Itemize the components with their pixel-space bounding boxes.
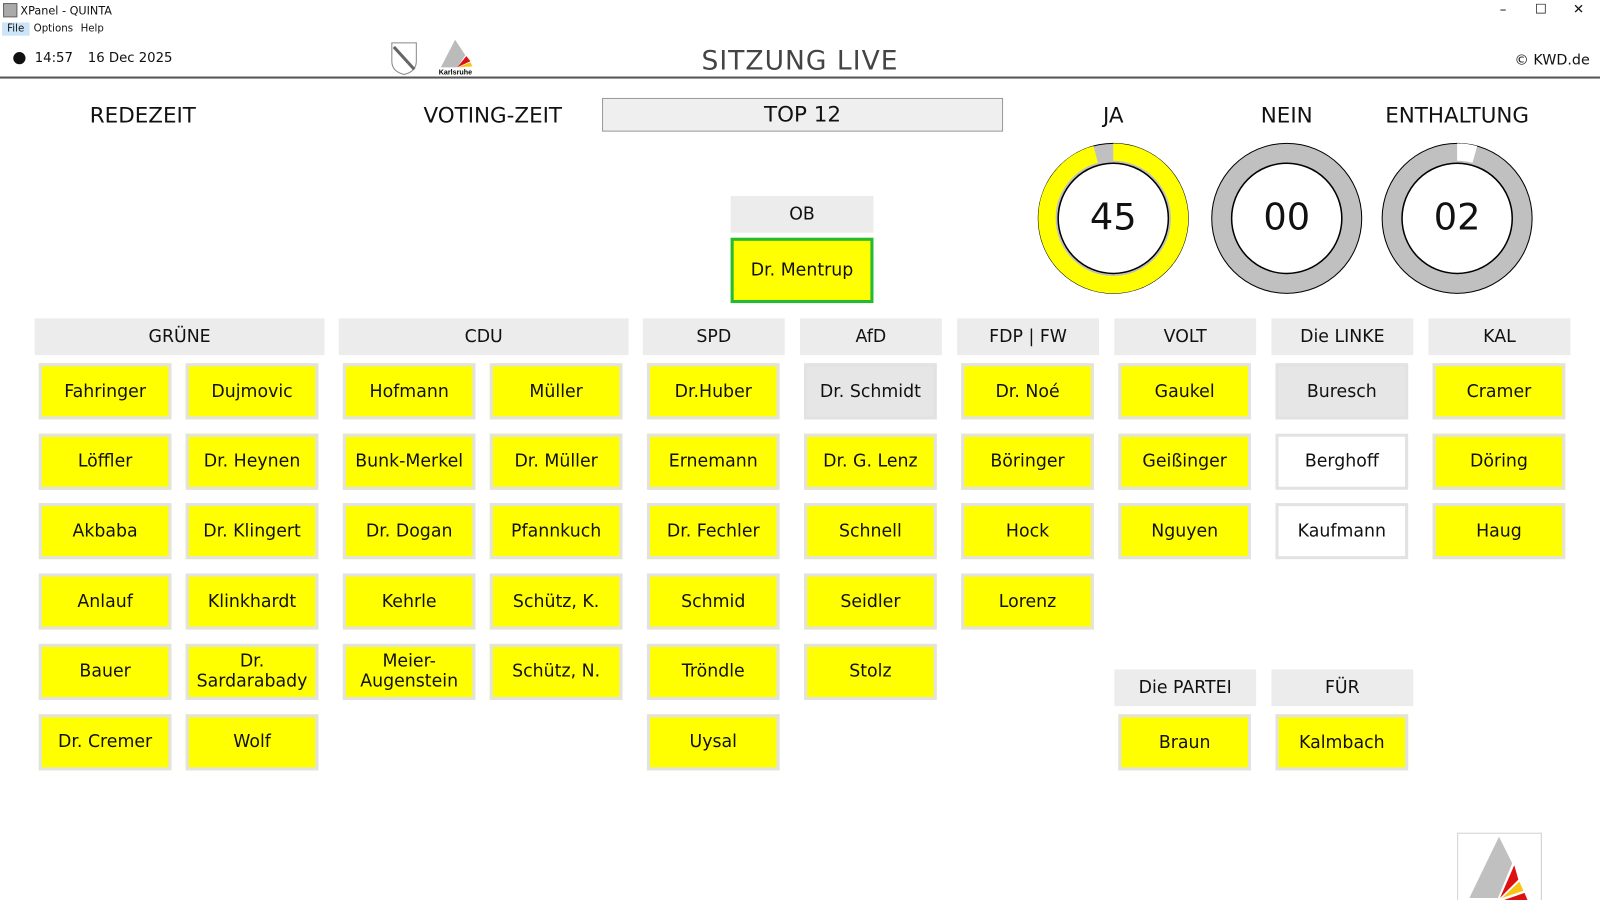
vote-count: 02: [1433, 196, 1481, 239]
header: 14:57 16 Dec 2025 Karlsruhe SITZUNG LIVE…: [0, 38, 1600, 79]
vote-count: 45: [1089, 196, 1137, 239]
member-seat[interactable]: Dr. Cremer: [38, 713, 172, 770]
group-header: FDP | FW: [957, 318, 1099, 356]
maximize-button[interactable]: ☐: [1534, 2, 1547, 18]
agenda-item: TOP 12: [602, 97, 1004, 132]
member-seat[interactable]: Bunk-Merkel: [342, 433, 476, 490]
member-seat[interactable]: Dr. Noé: [961, 363, 1094, 420]
member-seat[interactable]: Fahringer: [38, 363, 172, 420]
member-seat[interactable]: Cramer: [1432, 363, 1566, 420]
member-seat[interactable]: Dr. Dogan: [342, 503, 476, 560]
karlsruhe-logo: Karlsruhe: [439, 39, 473, 76]
group-header: VOLT: [1114, 318, 1257, 356]
member-seat[interactable]: Schütz, K.: [489, 573, 623, 630]
copyright: © KWD.de: [1514, 52, 1590, 69]
member-seat[interactable]: Dr. Klingert: [185, 503, 319, 560]
menu-file[interactable]: File: [2, 22, 30, 36]
member-seat[interactable]: Anlauf: [38, 573, 172, 630]
member-seat[interactable]: Schmid: [646, 573, 780, 630]
minimize-button[interactable]: –: [1499, 2, 1507, 18]
member-seat[interactable]: Pfannkuch: [489, 503, 623, 560]
vote-label-2: ENTHALTUNG: [1385, 103, 1530, 128]
vote-label-1: NEIN: [1260, 103, 1313, 128]
member-seat[interactable]: Kehrle: [342, 573, 476, 630]
member-seat[interactable]: Dr. Fechler: [646, 503, 780, 560]
city-crest-logo: [391, 42, 417, 76]
member-seat[interactable]: Dr. G. Lenz: [804, 433, 937, 490]
close-button[interactable]: ✕: [1572, 2, 1585, 18]
group-header: Die PARTEI: [1114, 669, 1257, 707]
member-seat[interactable]: Akbaba: [38, 503, 172, 560]
member-seat[interactable]: Kaufmann: [1275, 503, 1409, 560]
member-seat[interactable]: Geißinger: [1118, 433, 1252, 490]
member-seat[interactable]: Löffler: [38, 433, 172, 490]
page-title: SITZUNG LIVE: [701, 45, 899, 77]
vote-ring: 45: [1037, 142, 1190, 295]
member-seat[interactable]: Schütz, N.: [489, 643, 623, 700]
member-seat[interactable]: Dr. Schmidt: [804, 363, 937, 420]
member-seat[interactable]: Klinkhardt: [185, 573, 319, 630]
member-seat[interactable]: Tröndle: [646, 643, 780, 700]
member-seat[interactable]: Dr. Heynen: [185, 433, 319, 490]
svg-text:Karlsruhe: Karlsruhe: [439, 68, 472, 75]
menu-bar: File Options Help: [0, 20, 1600, 37]
menu-help[interactable]: Help: [80, 23, 104, 35]
voting-time-label: VOTING-ZEIT: [423, 103, 563, 128]
window-title: XPanel - QUINTA: [20, 4, 112, 18]
member-seat[interactable]: Gaukel: [1118, 363, 1252, 420]
member-seat[interactable]: Dr. Müller: [489, 433, 623, 490]
member-seat[interactable]: Kalmbach: [1275, 714, 1409, 771]
member-seat[interactable]: Wolf: [185, 713, 319, 770]
group-header: GRÜNE: [34, 318, 325, 356]
member-seat[interactable]: Bauer: [38, 643, 172, 700]
clock-icon: [13, 52, 26, 65]
group-header: CDU: [338, 318, 629, 356]
member-seat[interactable]: Dr.Huber: [646, 363, 780, 420]
member-seat[interactable]: Buresch: [1275, 363, 1409, 420]
group-header: Die LINKE: [1271, 318, 1414, 356]
member-seat[interactable]: Haug: [1432, 503, 1566, 560]
member-seat[interactable]: Schnell: [804, 503, 937, 560]
member-seat[interactable]: Braun: [1118, 714, 1252, 771]
member-seat[interactable]: Hock: [961, 503, 1094, 560]
time: 14:57: [34, 51, 73, 67]
vote-ring: 00: [1210, 142, 1363, 295]
member-seat[interactable]: Döring: [1432, 433, 1566, 490]
member-seat[interactable]: Lorenz: [961, 573, 1094, 630]
date: 16 Dec 2025: [87, 51, 173, 67]
member-seat[interactable]: Uysal: [646, 713, 780, 770]
member-seat[interactable]: Dr. Sardarabady: [185, 643, 319, 700]
group-header: FÜR: [1271, 669, 1414, 707]
member-seat[interactable]: Nguyen: [1118, 503, 1252, 560]
member-seat[interactable]: Dujmovic: [185, 363, 319, 420]
member-seat[interactable]: Hofmann: [342, 363, 476, 420]
member-seat[interactable]: Müller: [489, 363, 623, 420]
group-header: SPD: [642, 318, 785, 356]
member-seat[interactable]: Ernemann: [646, 433, 780, 490]
vote-ring: 02: [1381, 142, 1534, 295]
app-icon: [3, 3, 18, 18]
redezeit-label: REDEZEIT: [89, 103, 196, 128]
group-header: KAL: [1428, 318, 1571, 356]
member-seat[interactable]: Meier-Augenstein: [342, 643, 476, 700]
karlsruhe-corner-logo: [1457, 832, 1542, 900]
member-seat[interactable]: Berghoff: [1275, 433, 1409, 490]
member-seat[interactable]: Stolz: [804, 643, 937, 700]
member-seat[interactable]: Böringer: [961, 433, 1094, 490]
menu-options[interactable]: Options: [33, 23, 74, 35]
group-header: AfD: [799, 318, 942, 356]
member-seat[interactable]: Seidler: [804, 573, 937, 630]
vote-label-0: JA: [1102, 103, 1124, 128]
title-bar: XPanel - QUINTA – ☐ ✕: [0, 0, 1600, 20]
member-ob[interactable]: Dr. Mentrup: [730, 237, 874, 304]
vote-count: 00: [1263, 196, 1311, 239]
ob-header: OB: [730, 195, 874, 233]
